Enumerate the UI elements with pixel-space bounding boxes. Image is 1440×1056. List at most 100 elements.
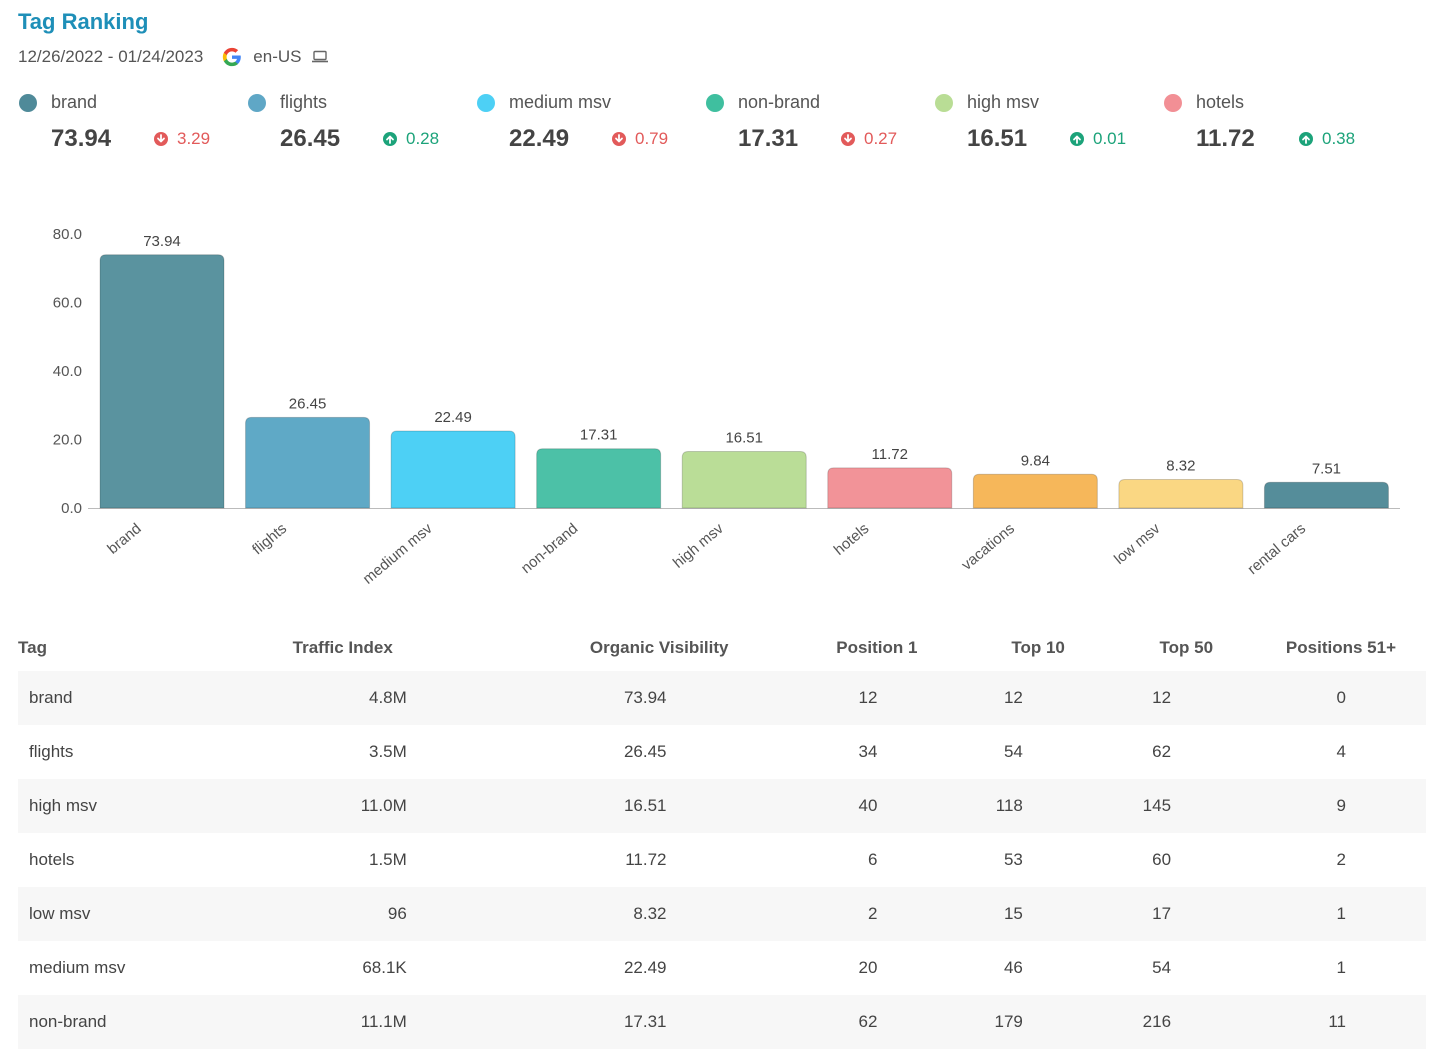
table-row[interactable]: flights 3.5M 26.45 34 54 62 4 (18, 725, 1426, 779)
cell-organic-visibility: 17.31 (406, 995, 729, 1049)
table-row[interactable]: low msv 96 8.32 2 15 17 1 (18, 887, 1426, 941)
col-organic-visibility-header[interactable]: Organic Visibility (589, 638, 729, 657)
bar-value-label: 11.72 (872, 446, 908, 463)
x-category-label: medium msv (360, 520, 436, 588)
kpi-values: 73.94 3.29 (18, 125, 238, 153)
x-category-label: brand (104, 520, 144, 558)
bar-non-brand[interactable] (536, 448, 662, 509)
tag-ranking-bar-chart: 80.0 60.0 40.0 20.0 0.0 73.94 brand 26.45 flight… (53, 226, 1400, 588)
cell-organic-visibility: 26.45 (623, 742, 667, 761)
bar-value-label: 22.49 (434, 409, 472, 426)
cell-top-10: 53 (1003, 850, 1023, 869)
cell-top-10: 179 (917, 995, 1065, 1049)
kpi-delta: 0.01 (1069, 129, 1126, 149)
kpi-name: hotels (1196, 92, 1245, 112)
cell-position-1: 34 (858, 742, 878, 761)
table-row[interactable]: brand 4.8M 73.94 12 12 12 0 (18, 671, 1426, 725)
y-tick-label: 80.0 (53, 226, 82, 243)
tag-ranking-table: Tag Traffic Index Organic Visibility Pos… (18, 625, 1426, 1049)
kpi-header: medium msv (476, 92, 696, 113)
kpi-value: 73.94 (51, 125, 112, 152)
kpi-medium-msv: medium msv 22.49 0.79 (476, 92, 696, 153)
bar-brand[interactable] (99, 254, 225, 509)
bar-flights[interactable] (245, 416, 371, 509)
y-tick-label: 60.0 (53, 295, 82, 312)
cell-traffic-index: 4.8M (240, 671, 407, 725)
table-row[interactable]: hotels 1.5M 11.72 6 53 60 2 (18, 833, 1426, 887)
cell-traffic-index: 96 (240, 887, 407, 941)
kpi-delta: 0.38 (1298, 129, 1355, 149)
kpi-delta-value: 0.27 (864, 129, 898, 148)
x-category-label: vacations (958, 520, 1017, 574)
kpi-delta-value: 0.28 (406, 129, 440, 148)
bar-value-label: 17.31 (580, 427, 618, 444)
cell-positions-51: 9 (1213, 779, 1426, 833)
bar-hotels[interactable] (827, 467, 953, 509)
bar-medium-msv[interactable] (390, 430, 516, 509)
table-row[interactable]: medium msv 68.1K 22.49 20 46 54 1 (18, 941, 1426, 995)
kpi-name: flights (280, 92, 328, 112)
cell-organic-visibility: 73.94 (406, 671, 729, 725)
cell-position-1: 12 (728, 671, 918, 725)
bar-vacations[interactable] (972, 473, 1098, 509)
kpi-value: 11.72 (1196, 125, 1255, 152)
arrow-down-circle-icon (154, 132, 168, 146)
arrow-down-circle-icon (841, 132, 855, 146)
laptop-icon (312, 50, 329, 63)
arrow-up-circle-icon (1070, 132, 1084, 146)
cell-top-50: 60 (1152, 850, 1172, 869)
cell-top-10: 54 (1003, 742, 1023, 761)
cell-positions-51: 4 (1336, 742, 1346, 761)
col-traffic-index-header[interactable]: Traffic Index (292, 638, 393, 657)
kpi-delta-value: 0.79 (635, 129, 669, 148)
arrow-up-circle-icon (383, 132, 397, 146)
series-color-dot (1164, 93, 1182, 112)
table-row[interactable]: non-brand 11.1M 17.31 62 179 216 11 (18, 995, 1426, 1049)
col-top-10-header[interactable]: Top 10 (1011, 638, 1065, 657)
col-positions-51-header[interactable]: Positions 51+ (1285, 638, 1396, 657)
cell-tag: high msv (18, 779, 241, 833)
cell-top-50: 62 (1152, 742, 1172, 761)
bar-low-msv[interactable] (1118, 479, 1244, 509)
table-row[interactable]: high msv 11.0M 16.51 40 118 145 9 (18, 779, 1426, 833)
cell-tag: non-brand (18, 995, 241, 1049)
series-color-dot (19, 93, 37, 112)
cell-top-10: 46 (1003, 958, 1023, 977)
kpi-value: 16.51 (967, 125, 1028, 152)
kpi-name: medium msv (509, 92, 612, 112)
cell-position-1: 20 (858, 958, 878, 977)
x-category-label: high msv (670, 520, 727, 572)
x-category-label: rental cars (1244, 520, 1309, 578)
cell-traffic-index: 3.5M (368, 742, 407, 761)
kpi-hotels: hotels 11.72 0.38 (1163, 92, 1383, 153)
kpi-values: 16.51 0.01 (934, 125, 1154, 153)
cell-top-50: 54 (1152, 958, 1172, 977)
kpi-name: brand (51, 92, 98, 112)
col-top-50-header[interactable]: Top 50 (1159, 638, 1214, 657)
kpi-name: non-brand (738, 92, 821, 112)
kpi-values: 22.49 0.79 (476, 125, 696, 153)
page-title: Tag Ranking (18, 9, 149, 34)
col-position-1-header[interactable]: Position 1 (836, 638, 918, 657)
kpi-name: high msv (967, 92, 1040, 112)
cell-top-10: 118 (917, 779, 1065, 833)
arrow-down-circle-icon (612, 132, 626, 146)
report-meta: 12/26/2022 - 01/24/2023 en-US (18, 46, 329, 68)
x-category-label: low msv (1111, 520, 1164, 568)
col-tag-header[interactable]: Tag (18, 638, 47, 657)
y-tick-label: 40.0 (53, 363, 82, 380)
cell-position-1: 6 (868, 850, 878, 869)
x-category-label: non-brand (518, 520, 581, 577)
bar-high-msv[interactable] (681, 450, 807, 509)
bar-rental-cars[interactable] (1263, 481, 1389, 509)
x-category-label: flights (249, 520, 290, 558)
cell-organic-visibility: 16.51 (406, 779, 729, 833)
cell-tag: medium msv (29, 958, 126, 977)
bar-value-label: 8.32 (1166, 458, 1195, 475)
cell-traffic-index: 11.1M (240, 995, 407, 1049)
bar-value-label: 26.45 (289, 395, 327, 412)
cell-positions-51: 11 (1213, 995, 1426, 1049)
series-color-dot (935, 93, 953, 112)
bar-value-label: 7.51 (1312, 460, 1341, 477)
